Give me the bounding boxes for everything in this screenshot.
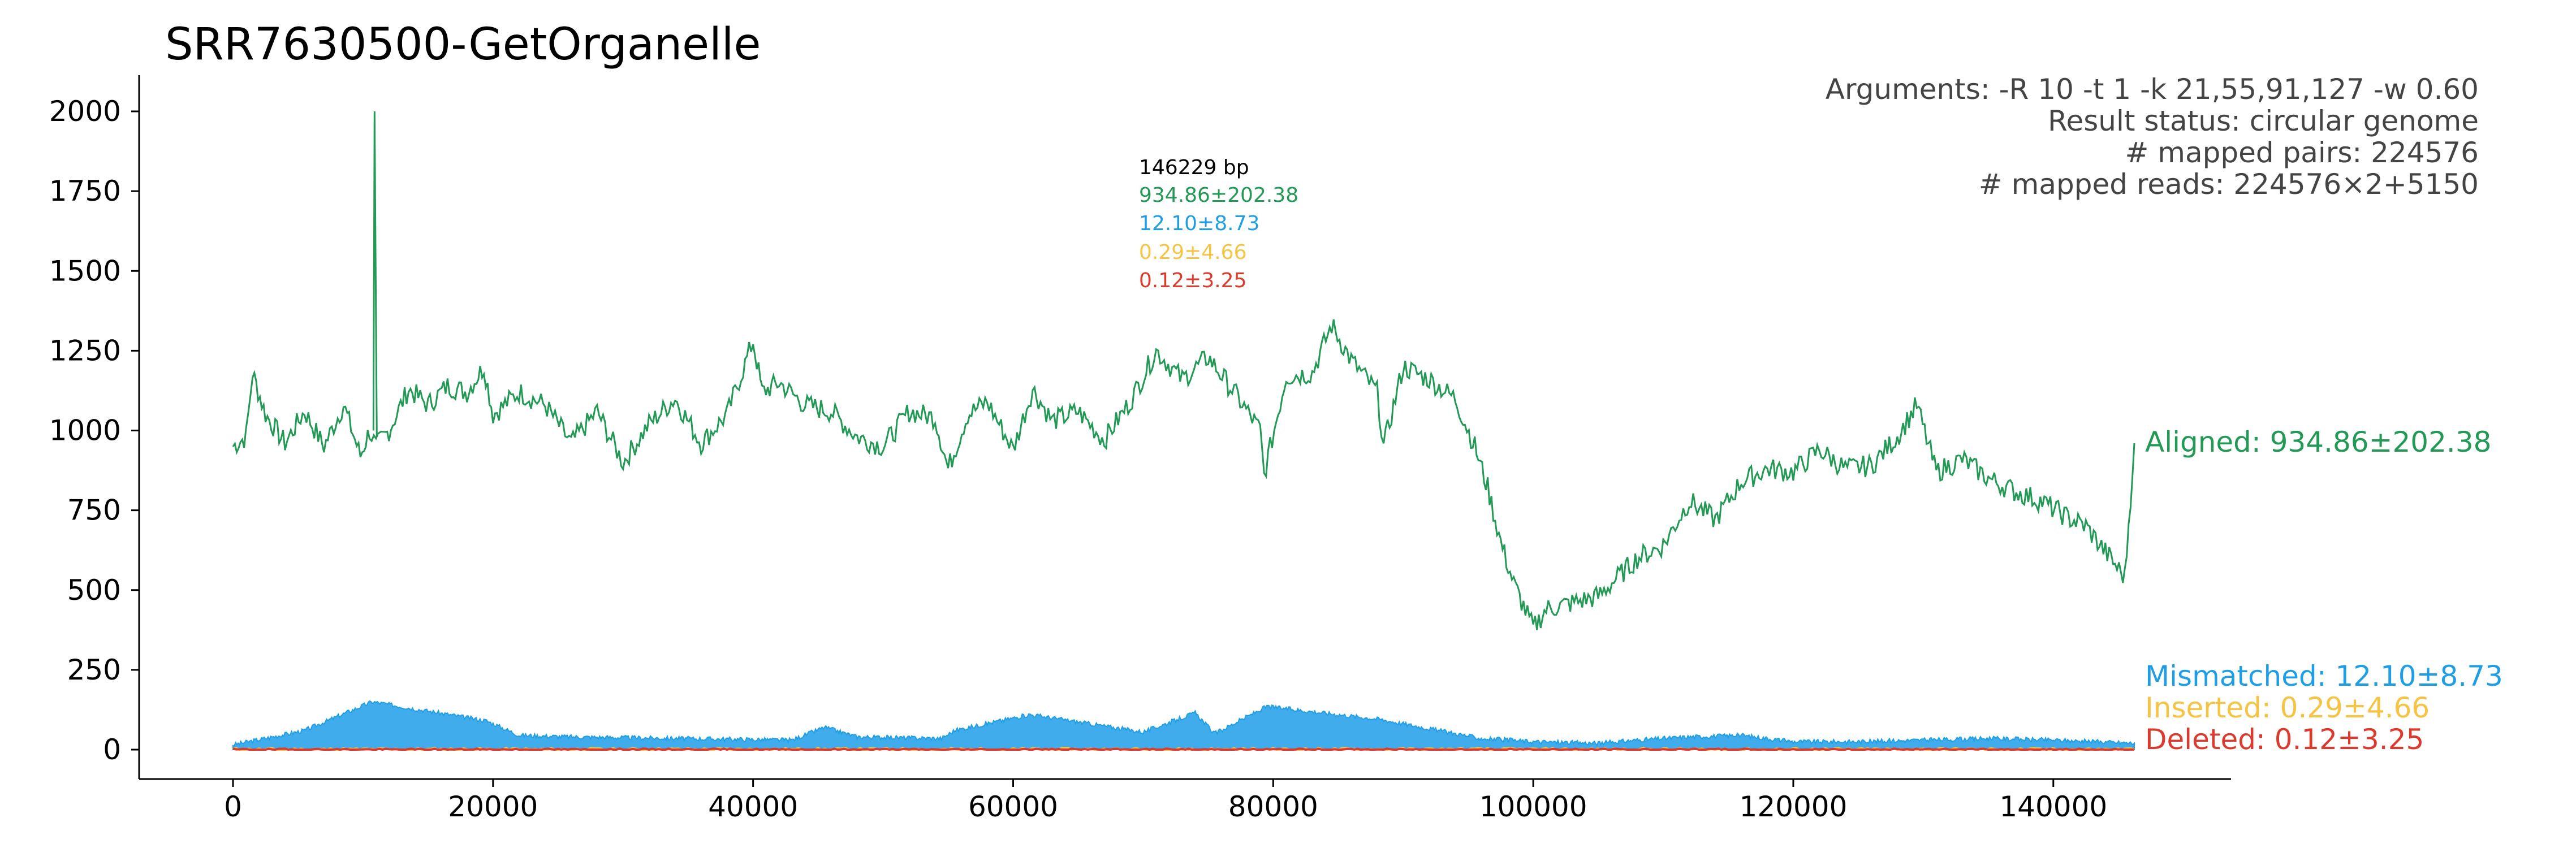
legend-deleted: Deleted: 0.12±3.25	[2145, 723, 2424, 756]
deleted-stat: 0.12±3.25	[1139, 269, 1246, 292]
axes	[138, 75, 2231, 780]
arguments-block: Arguments: -R 10 -t 1 -k 21,55,91,127 -w…	[1826, 73, 2479, 201]
y-tick-label: 1000	[49, 414, 121, 447]
chart-title: SRR7630500-GetOrganelle	[165, 19, 761, 70]
series-group	[232, 111, 2135, 751]
y-tick-label: 0	[103, 733, 121, 766]
legend: Aligned: 934.86±202.38 Mismatched: 12.10…	[2145, 426, 2503, 756]
y-tick-label: 1750	[49, 175, 121, 207]
y-tick-label: 750	[67, 494, 121, 527]
arguments-line: Arguments: -R 10 -t 1 -k 21,55,91,127 -w…	[1826, 73, 2479, 106]
x-tick-label: 120000	[1740, 790, 1848, 823]
mapped-pairs-line: # mapped pairs: 224576	[2125, 136, 2479, 169]
aligned-stat: 934.86±202.38	[1139, 184, 1298, 207]
mismatched-area	[232, 700, 2135, 750]
y-ticks: 0 250 500 750 1000 1250 1500 1750 2000	[49, 95, 139, 766]
y-tick-label: 2000	[49, 95, 121, 128]
y-tick-label: 250	[67, 654, 121, 686]
legend-inserted: Inserted: 0.29±4.66	[2145, 691, 2430, 724]
x-tick-label: 80000	[1228, 790, 1318, 823]
y-tick-label: 1500	[49, 254, 121, 287]
x-tick-label: 40000	[708, 790, 798, 823]
x-tick-label: 140000	[1999, 790, 2107, 823]
y-tick-label: 500	[67, 574, 121, 607]
legend-aligned: Aligned: 934.86±202.38	[2145, 426, 2491, 458]
y-tick-label: 1250	[49, 334, 121, 367]
deleted-line	[232, 747, 2134, 751]
x-ticks: 0 20000 40000 60000 80000 100000 120000 140000	[224, 779, 2107, 823]
x-tick-label: 60000	[968, 790, 1058, 823]
result-status-line: Result status: circular genome	[2048, 105, 2479, 137]
aligned-spike	[372, 111, 378, 437]
x-tick-label: 0	[224, 790, 242, 823]
x-tick-label: 100000	[1479, 790, 1587, 823]
legend-mismatched: Mismatched: 12.10±8.73	[2145, 660, 2503, 693]
mapped-reads-line: # mapped reads: 224576×2+5150	[1979, 168, 2479, 201]
x-tick-label: 20000	[448, 790, 538, 823]
genome-annotations: 146229 bp 934.86±202.38 12.10±8.73 0.29±…	[1139, 156, 1298, 292]
aligned-line	[232, 319, 2135, 630]
genome-length-label: 146229 bp	[1139, 156, 1249, 179]
inserted-stat: 0.29±4.66	[1139, 241, 1246, 264]
mismatched-stat: 12.10±8.73	[1139, 212, 1259, 235]
